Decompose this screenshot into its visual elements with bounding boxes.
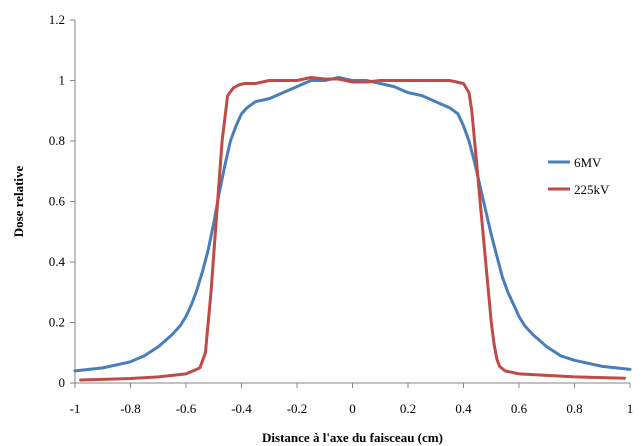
x-tick-label: 0.8 [566,401,582,416]
y-tick-label: 0.6 [49,194,66,209]
x-tick-label: -0.8 [120,401,141,416]
y-tick-label: 0.2 [49,315,65,330]
legend: 6MV 225kV [548,155,610,197]
x-tick-label: 1 [627,401,634,416]
y-axis-title: Dose relative [11,165,26,237]
series-line-6mv [75,78,630,371]
x-tick-label: -0.2 [287,401,308,416]
x-tick-label: -0.6 [176,401,197,416]
y-tick-label: 0.8 [49,133,65,148]
series-lines [75,78,630,381]
x-tick-label: 0.4 [455,401,472,416]
y-tick-label: 0 [59,375,66,390]
x-tick-label: -1 [70,401,81,416]
y-tick-label: 1.2 [49,12,65,27]
x-axis-title: Distance à l'axe du faisceau (cm) [262,430,443,445]
y-tick-label: 1 [59,73,66,88]
series-line-225kv [81,78,625,381]
x-tick-label: 0.2 [400,401,416,416]
y-tick-label: 0.4 [49,254,66,269]
x-tick-label: 0 [349,401,356,416]
x-tick-label: 0.6 [511,401,528,416]
legend-label-6mv: 6MV [574,155,602,170]
axes: 0 0.2 0.4 0.6 0.8 1 1.2 -1 -0.8 -0.6 -0.4 -0.2 0 0.2 0… [49,12,634,416]
x-tick-label: -0.4 [231,401,252,416]
legend-label-225kv: 225kV [574,182,610,197]
